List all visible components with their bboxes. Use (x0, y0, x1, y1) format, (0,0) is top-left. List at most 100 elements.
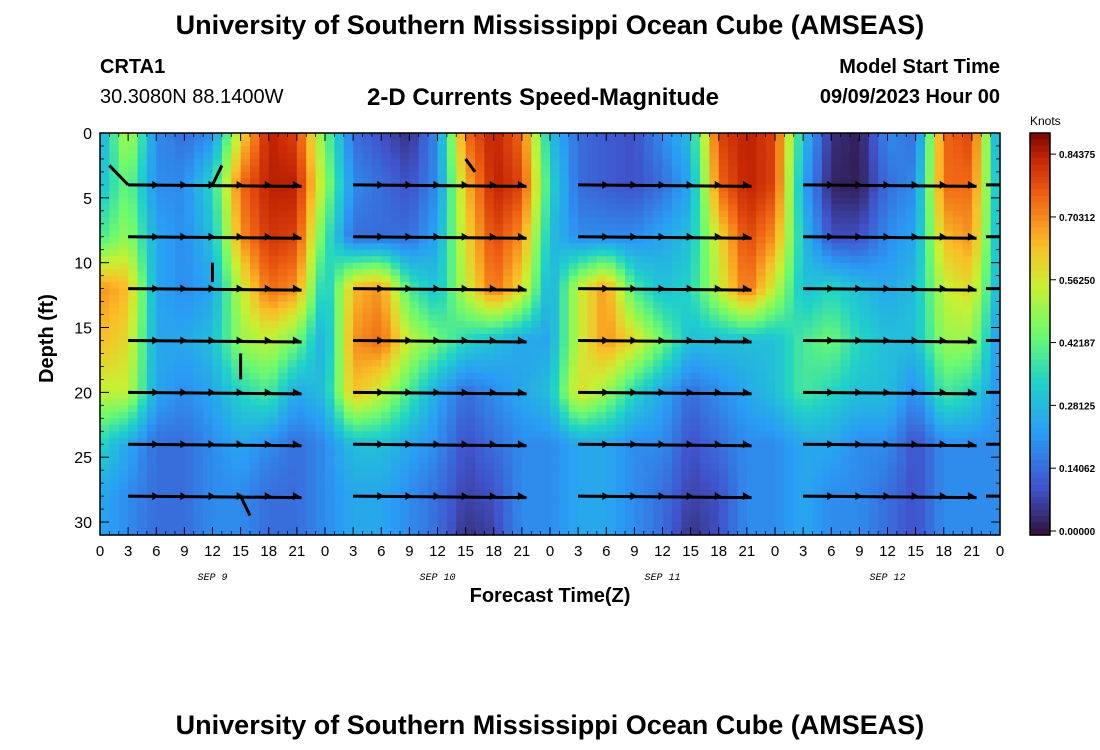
heatmap-cell (221, 398, 232, 406)
heatmap-cell (812, 372, 823, 380)
heatmap-cell (962, 275, 973, 283)
heatmap-cell (821, 314, 832, 322)
heatmap-cell (728, 431, 739, 439)
heatmap-cell (390, 249, 401, 257)
heatmap-cell (428, 444, 439, 452)
heatmap-cell (850, 210, 860, 218)
heatmap-cell (803, 398, 814, 406)
heatmap-cell (296, 444, 307, 452)
heatmap-cell (446, 288, 457, 296)
heatmap-cell (756, 444, 767, 452)
heatmap-cell (606, 145, 617, 154)
heatmap-cell (625, 230, 635, 238)
heatmap-cell (718, 145, 729, 154)
heatmap-cell (971, 398, 982, 406)
heatmap-cell (540, 379, 551, 387)
heatmap-cell (850, 223, 860, 231)
heatmap-cell (868, 249, 879, 257)
heatmap-cell (109, 152, 120, 160)
heatmap-cell (231, 353, 242, 361)
heatmap-cell (259, 223, 270, 231)
heatmap-cell (840, 346, 851, 355)
heatmap-cell (662, 184, 673, 192)
heatmap-cell (915, 184, 926, 192)
heatmap-cell (728, 249, 739, 257)
heatmap-cell (268, 437, 279, 445)
heatmap-cell (100, 139, 110, 147)
heatmap-cell (306, 457, 317, 465)
heatmap-cell (568, 184, 579, 192)
heatmap-cell (662, 379, 673, 387)
heatmap-cell (278, 210, 289, 218)
heatmap-cell (315, 282, 326, 290)
heatmap-cell (550, 197, 560, 205)
heatmap-cell (746, 418, 757, 426)
heatmap-cell (418, 366, 429, 374)
heatmap-cell (362, 223, 373, 231)
heatmap-cell (653, 275, 664, 283)
heatmap-cell (371, 262, 382, 270)
heatmap-cell (325, 295, 335, 303)
heatmap-cell (390, 418, 401, 426)
heatmap-cell (315, 437, 326, 445)
heatmap-cell (831, 340, 842, 348)
heatmap-cell (221, 145, 232, 154)
heatmap-cell (896, 275, 907, 283)
heatmap-cell (606, 262, 617, 270)
heatmap-cell (962, 204, 973, 212)
heatmap-cell (203, 457, 214, 465)
heatmap-cell (634, 385, 645, 393)
heatmap-cell (446, 334, 457, 342)
heatmap-cell (343, 301, 354, 309)
heatmap-cell (990, 178, 1001, 186)
heatmap-cell (634, 405, 645, 413)
heatmap-cell (203, 152, 214, 160)
heatmap-cell (278, 463, 289, 471)
heatmap-cell (981, 418, 992, 426)
heatmap-cell (493, 450, 504, 458)
heatmap-cell (606, 275, 617, 283)
heatmap-cell (128, 275, 139, 283)
heatmap-cell (746, 236, 757, 244)
heatmap-cell (418, 418, 429, 426)
heatmap-cell (606, 327, 617, 335)
heatmap-cell (325, 158, 335, 167)
heatmap-cell (418, 379, 429, 387)
heatmap-cell (193, 431, 204, 439)
heatmap-cell (887, 191, 898, 199)
heatmap-cell (775, 457, 785, 465)
heatmap-cell (259, 411, 270, 419)
heatmap-cell (531, 139, 542, 147)
heatmap-cell (221, 295, 232, 303)
heatmap-cell (109, 269, 120, 277)
heatmap-cell (765, 269, 776, 277)
heatmap-cell (137, 223, 148, 231)
heatmap-cell (362, 243, 373, 251)
heatmap-cell (615, 301, 626, 309)
heatmap-cell (165, 236, 176, 244)
heatmap-cell (887, 334, 898, 342)
heatmap-cell (428, 353, 439, 361)
heatmap-cell (240, 269, 251, 277)
heatmap-cell (765, 327, 776, 335)
heatmap-cell (896, 282, 907, 290)
heatmap-cell (203, 230, 214, 238)
heatmap-cell (690, 288, 701, 296)
heatmap-cell (868, 230, 879, 238)
heatmap-cell (962, 191, 973, 199)
heatmap-cell (221, 308, 232, 316)
heatmap-cell (212, 158, 223, 167)
heatmap-cell (259, 282, 270, 290)
heatmap-cell (578, 230, 589, 238)
heatmap-cell (990, 359, 1001, 368)
heatmap-cell (709, 204, 720, 212)
heatmap-cell (775, 327, 785, 335)
heatmap-cell (915, 139, 926, 147)
heatmap-cell (728, 210, 739, 218)
heatmap-cell (362, 334, 373, 342)
heatmap-cell (821, 444, 832, 452)
heatmap-cell (362, 346, 373, 355)
heatmap-cell (990, 424, 1001, 432)
heatmap-cell (653, 282, 664, 290)
heatmap-cell (381, 437, 392, 445)
